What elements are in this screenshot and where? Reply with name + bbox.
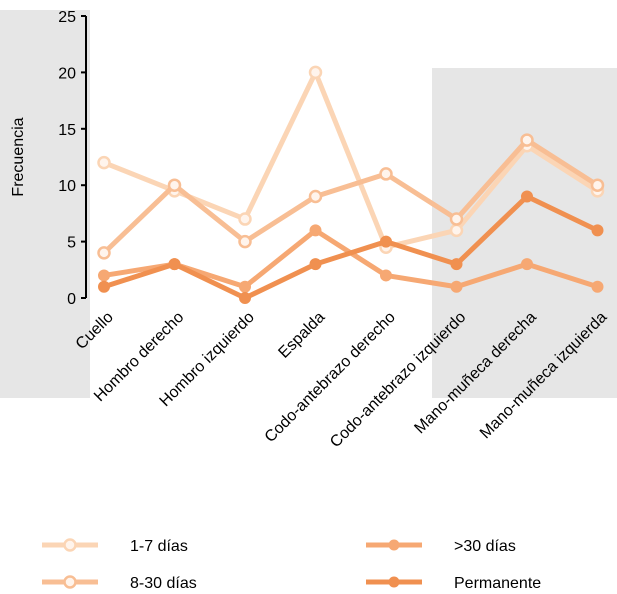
data-point	[379, 167, 393, 181]
data-point	[449, 212, 464, 226]
y-axis-title: Frecuencia	[10, 117, 27, 196]
y-tick-label: 0	[67, 291, 76, 308]
y-tick-label: 15	[58, 122, 76, 139]
data-point	[590, 178, 605, 192]
data-point	[98, 269, 110, 282]
legend-marker	[388, 576, 400, 588]
data-point	[591, 280, 604, 293]
series-layer	[97, 65, 605, 304]
watermark-band-left	[0, 10, 90, 398]
series-line	[101, 193, 600, 301]
legend-item: 8-30 días	[42, 575, 197, 592]
data-point	[168, 258, 181, 271]
data-point	[167, 178, 182, 192]
data-point	[97, 246, 111, 260]
data-point	[521, 190, 533, 203]
series-4	[98, 190, 604, 304]
data-point	[521, 258, 533, 271]
data-point	[239, 280, 251, 293]
data-point	[380, 269, 392, 282]
series-line	[101, 137, 600, 256]
y-tick-label: 25	[58, 9, 76, 26]
legend-label: >30 días	[454, 538, 516, 555]
data-point	[450, 280, 463, 293]
legend-item: 1-7 días	[42, 538, 188, 555]
x-tick-label: Espalda	[275, 309, 328, 362]
watermark-arc	[90, 10, 432, 269]
y-tick-label: 10	[58, 178, 76, 195]
data-point	[520, 133, 534, 147]
legend-marker	[63, 575, 77, 589]
legend: 1-7 días 8-30 días >30 días Permanente	[42, 538, 541, 592]
data-point	[449, 223, 464, 238]
legend-marker	[63, 538, 77, 552]
data-point	[238, 234, 252, 249]
watermark-band-right	[432, 68, 617, 398]
data-point	[308, 65, 323, 80]
data-point	[591, 224, 604, 237]
legend-item: >30 días	[366, 538, 516, 555]
y-tick-label: 5	[67, 235, 76, 252]
data-point	[98, 280, 110, 293]
y-tick-label: 20	[58, 65, 76, 82]
data-point	[309, 258, 322, 271]
legend-label: Permanente	[454, 575, 541, 592]
data-point	[450, 258, 463, 271]
legend-label: 1-7 días	[130, 538, 188, 555]
data-point	[239, 292, 251, 304]
data-point	[308, 189, 323, 204]
data-point	[238, 212, 252, 226]
legend-marker	[388, 539, 400, 551]
series-2	[97, 133, 605, 260]
legend-item: Permanente	[366, 575, 541, 592]
data-point	[380, 235, 392, 248]
watermark	[0, 10, 617, 398]
data-point	[97, 155, 111, 170]
legend-label: 8-30 días	[130, 575, 197, 592]
x-tick-label: Codo-antebrazo derecho	[262, 309, 399, 446]
data-point	[309, 224, 322, 237]
